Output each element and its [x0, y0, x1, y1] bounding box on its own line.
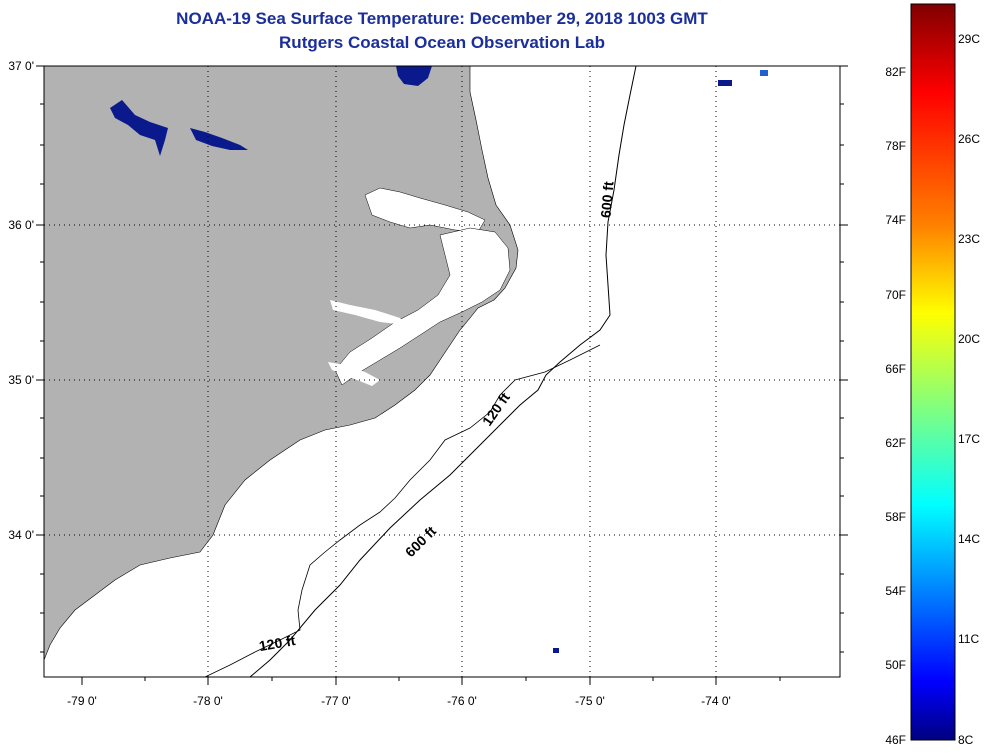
contour-label: 120 ft [258, 632, 297, 654]
colorbar-c-label: 29C [958, 32, 980, 46]
colorbar-f-label: 78F [885, 139, 906, 153]
neuse-river [328, 362, 380, 386]
colorbar-f-label: 82F [885, 65, 906, 79]
lon-tick-label: -76 0' [447, 694, 477, 708]
colorbar-c-label: 11C [958, 632, 979, 646]
cold-water-patch [110, 100, 168, 156]
cold-water-patch [553, 648, 559, 653]
colorbar-f-label: 62F [885, 436, 906, 450]
albemarle-sound [364, 187, 486, 233]
colorbar-c-label: 17C [958, 432, 980, 446]
colorbar-f-label: 54F [885, 584, 906, 598]
colorbar-f-label: 50F [885, 658, 906, 672]
colorbar-c-label: 20C [958, 332, 980, 346]
colorbar-c-label: 23C [958, 232, 980, 246]
cold-water-patch [190, 128, 248, 150]
cold-water-patch [396, 66, 432, 86]
lat-tick-label: 37 0' [8, 59, 34, 73]
lat-tick-label: 36 0' [8, 218, 34, 232]
lon-tick-label: -77 0' [321, 694, 351, 708]
colorbar-f-label: 58F [885, 510, 906, 524]
lon-tick-label: -78 0' [193, 694, 223, 708]
map-gridlines [44, 66, 840, 677]
contour-label: 600 ft [597, 180, 616, 218]
colorbar-c-label: 14C [958, 532, 980, 546]
lat-tick-label: 35 0' [8, 373, 34, 387]
colorbar-f-label: 46F [885, 733, 906, 747]
cold-water-patch [760, 70, 768, 76]
lat-tick-label: 34 0' [8, 528, 34, 542]
colorbar-f-label: 70F [885, 288, 906, 302]
cold-water-patch [718, 80, 732, 86]
pamlico-sound [334, 227, 511, 386]
map-frame [43, 65, 841, 678]
colorbar [910, 3, 956, 741]
map-subtitle: Rutgers Coastal Ocean Observation Lab [279, 33, 605, 52]
colorbar-c-label: 26C [958, 132, 980, 146]
map-title: NOAA-19 Sea Surface Temperature: Decembe… [176, 9, 708, 28]
contour-120ft [204, 344, 601, 677]
axis-ticks [36, 65, 848, 685]
lon-tick-label: -79 0' [67, 694, 97, 708]
colorbar-c-label: 8C [958, 733, 974, 747]
pamlico-river [330, 300, 405, 325]
colorbar-f-label: 66F [885, 362, 906, 376]
lon-tick-label: -75 0' [575, 694, 605, 708]
lon-tick-label: -74 0' [701, 694, 731, 708]
colorbar-f-label: 74F [885, 213, 906, 227]
contour-600ft-north [249, 66, 637, 677]
